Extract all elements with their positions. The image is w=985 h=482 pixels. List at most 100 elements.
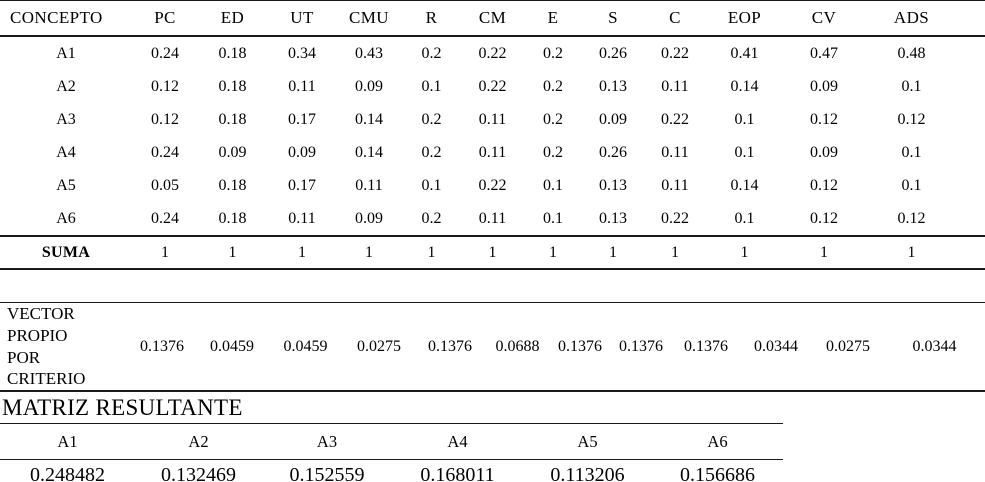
column-header-concepto: CONCEPTO [10,8,103,27]
matrix-cell: 0.18 [218,176,247,194]
matrix-cell: 0.13 [599,77,627,95]
result-column-header-a6: A6 [707,431,728,451]
eigenvector-cell: 0.0459 [283,337,328,355]
result-value-cell: 0.248482 [30,463,105,482]
suma-cell: 1 [488,243,497,261]
table-row-a2: A2 0.12 0.18 0.11 0.09 0.1 0.22 0.2 0.13 0.11 0.14… [0,70,985,103]
matrix-cell: 0.47 [810,44,838,62]
matrix-cell: 0.11 [288,209,316,227]
eigenvector-cell: 0.1376 [428,337,472,355]
column-header-ads: ADS [893,8,930,27]
matrix-cell: 0.12 [897,110,926,128]
matrix-cell: 0.1 [543,209,563,227]
row-label: A5 [56,176,76,194]
matrix-cell: 0.09 [355,77,383,95]
column-header-s: S [608,8,618,27]
matrix-cell: 0.12 [151,77,179,95]
matrix-cell: 0.12 [897,209,926,227]
matrix-cell: 0.09 [218,143,247,161]
matrix-cell: 0.2 [543,110,563,128]
matrix-cell: 0.18 [218,110,247,128]
result-column-header-a1: A1 [57,431,78,451]
table-row-a3: A3 0.12 0.18 0.17 0.14 0.2 0.11 0.2 0.09 0.22 0.1 0… [0,103,985,136]
criteria-matrix-table: CONCEPTO PC ED UT CMU R CM E S C EOP CV ADS A1 0.24 0.… [0,0,985,269]
suma-cell: 1 [609,243,617,261]
matrix-cell: 0.14 [730,77,759,95]
result-matrix-table: A1 A2 A3 A4 A5 A6 0.248482 0.132469 0.152559 0.1… [0,424,783,482]
matrix-cell: 0.18 [218,209,247,227]
column-header-cmu: CMU [349,8,389,27]
matrix-cell: 0.11 [478,209,507,227]
result-value-cell: 0.152559 [289,463,365,482]
matrix-cell: 0.1 [734,110,755,128]
matrix-cell: 0.48 [897,44,926,62]
suma-cell: 1 [365,243,373,261]
table-row-a6: A6 0.24 0.18 0.11 0.09 0.2 0.11 0.1 0.13 0.22 0.1 0… [0,202,985,236]
matrix-cell: 0.2 [421,44,442,62]
column-header-c: C [669,8,681,27]
eigenvector-cell: 0.1376 [140,337,184,355]
matrix-cell: 0.22 [478,44,507,62]
table-row-a5: A5 0.05 0.18 0.17 0.11 0.1 0.22 0.1 0.13 0.11 0.14… [0,169,985,202]
matrix-cell: 0.2 [421,110,442,128]
eigenvector-label-text: VECTOR PROPIO POR CRITERIO [7,304,86,389]
matrix-cell: 0.12 [151,110,179,128]
matrix-cell: 0.18 [218,77,247,95]
row-label: A4 [56,143,76,161]
matrix-cell: 0.24 [151,143,179,161]
matrix-cell: 0.1 [901,176,922,194]
matrix-cell: 0.09 [810,143,838,161]
section-spacer [0,270,985,302]
matrix-cell: 0.09 [599,110,627,128]
matrix-cell: 0.09 [288,143,316,161]
matrix-cell: 0.13 [599,176,627,194]
eigenvector-cell: 0.0275 [826,337,870,355]
matrix-cell: 0.09 [355,209,383,227]
eigenvector-cell: 0.1376 [558,337,602,355]
eigenvector-label: VECTOR PROPIO POR CRITERIO [0,303,128,392]
suma-row: SUMA 1 1 1 1 1 1 1 1 1 1 1 1 [0,236,985,269]
matrix-cell: 0.24 [151,44,179,62]
matrix-cell: 0.18 [218,44,247,62]
matrix-cell: 0.13 [599,209,627,227]
result-matrix-title: MATRIZ RESULTANTE [0,392,783,424]
matrix-cell: 0.2 [543,44,563,62]
matrix-cell: 0.09 [810,77,838,95]
suma-label: SUMA [41,243,91,261]
matrix-cell: 0.14 [355,110,383,128]
suma-cell: 1 [820,243,828,261]
matrix-cell: 0.24 [151,209,179,227]
matrix-cell: 0.43 [355,44,383,62]
matrix-cell: 0.11 [355,176,383,194]
table-row-a4: A4 0.24 0.09 0.09 0.14 0.2 0.11 0.2 0.26 0.11 0.1 0… [0,136,985,169]
matrix-cell: 0.1 [901,77,922,95]
result-value-cell: 0.156686 [680,463,755,482]
column-header-r: R [425,8,438,27]
matrix-cell: 0.11 [661,176,689,194]
result-column-header-a4: A4 [447,431,468,451]
row-label: A6 [56,209,76,227]
column-header-cv: CV [811,8,837,27]
result-value-cell: 0.132469 [161,463,236,482]
column-header-e: E [547,8,559,27]
matrix-cell: 0.1 [421,77,442,95]
matrix-cell: 0.12 [810,176,838,194]
matrix-cell: 0.05 [151,176,179,194]
matrix-cell: 0.11 [478,110,507,128]
matrix-cell: 0.2 [421,143,442,161]
result-matrix-values-row: 0.248482 0.132469 0.152559 0.168011 0.113206… [0,460,783,482]
column-header-ut: UT [290,8,314,27]
result-column-header-a2: A2 [188,431,209,451]
matrix-cell: 0.41 [730,44,759,62]
matrix-cell: 0.1 [901,143,922,161]
table-row-a1: A1 0.24 0.18 0.34 0.43 0.2 0.22 0.2 0.26 0.22 0.41… [0,36,985,70]
matrix-cell: 0.14 [355,143,383,161]
matrix-cell: 0.22 [478,77,507,95]
suma-cell: 1 [740,243,749,261]
row-label: A3 [56,110,76,128]
suma-cell: 1 [549,243,557,261]
eigenvector-cell: 0.0275 [357,337,401,355]
result-column-header-a5: A5 [577,431,598,451]
suma-cell: 1 [161,243,169,261]
